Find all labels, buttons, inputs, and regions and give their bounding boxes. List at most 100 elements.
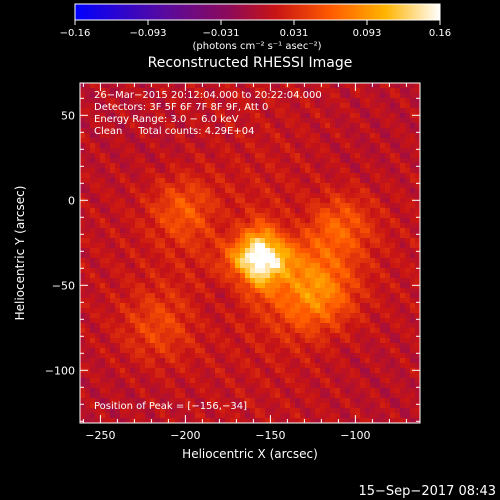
heatmap-cell <box>375 223 381 229</box>
heatmap-cell <box>215 263 221 269</box>
heatmap-cell <box>120 253 126 259</box>
heatmap-cell <box>105 343 111 349</box>
heatmap-cell <box>350 238 356 244</box>
heatmap-cell <box>170 363 176 369</box>
heatmap-cell <box>175 188 181 194</box>
heatmap-cell <box>335 348 341 354</box>
heatmap-cell <box>310 123 316 129</box>
heatmap-cell <box>90 118 96 124</box>
heatmap-cell <box>170 308 176 314</box>
heatmap-cell <box>400 353 406 359</box>
heatmap-cell <box>335 158 341 164</box>
heatmap-cell <box>85 138 91 144</box>
heatmap-cell <box>150 148 156 154</box>
heatmap-cell <box>395 373 401 379</box>
heatmap-cell <box>170 283 176 289</box>
heatmap-cell <box>300 103 306 109</box>
heatmap-cell <box>255 333 261 339</box>
heatmap-cell <box>240 233 246 239</box>
heatmap-cell <box>220 238 226 244</box>
heatmap-cell <box>405 398 411 404</box>
heatmap-cell <box>120 403 126 409</box>
heatmap-cell <box>125 148 131 154</box>
heatmap-cell <box>230 248 236 254</box>
heatmap-cell <box>365 148 371 154</box>
heatmap-cell <box>265 368 271 374</box>
heatmap-cell <box>320 228 326 234</box>
heatmap-cell <box>120 333 126 339</box>
heatmap-cell <box>155 83 161 89</box>
heatmap-cell <box>130 263 136 269</box>
heatmap-cell <box>170 303 176 309</box>
heatmap-cell <box>380 373 386 379</box>
heatmap-cell <box>395 288 401 294</box>
heatmap-cell <box>145 268 151 274</box>
heatmap-cell <box>200 128 206 134</box>
heatmap-cell <box>80 93 86 99</box>
heatmap-cell <box>355 348 361 354</box>
heatmap-cell <box>310 358 316 364</box>
heatmap-cell <box>260 178 266 184</box>
heatmap-cell <box>120 353 126 359</box>
heatmap-cell <box>155 418 161 423</box>
heatmap-cell <box>90 223 96 229</box>
heatmap-cell <box>245 218 251 224</box>
heatmap-cell <box>210 228 216 234</box>
heatmap-cell <box>295 388 301 394</box>
heatmap-cell <box>230 258 236 264</box>
heatmap-cell <box>175 333 181 339</box>
heatmap-cell <box>100 398 106 404</box>
heatmap-cell <box>230 318 236 324</box>
heatmap-cell <box>165 398 171 404</box>
heatmap-cell <box>270 338 276 344</box>
heatmap-cell <box>200 88 206 94</box>
heatmap-cell <box>210 373 216 379</box>
heatmap-cell <box>265 268 271 274</box>
heatmap-cell <box>240 223 246 229</box>
heatmap-cell <box>160 128 166 134</box>
heatmap-cell <box>150 238 156 244</box>
heatmap-cell <box>175 183 181 189</box>
heatmap-cell <box>140 118 146 124</box>
heatmap-cell <box>320 238 326 244</box>
heatmap-cell <box>345 388 351 394</box>
heatmap-cell <box>195 188 201 194</box>
heatmap-cell <box>95 233 101 239</box>
heatmap-cell <box>295 233 301 239</box>
heatmap-cell <box>345 283 351 289</box>
heatmap-cell <box>400 368 406 374</box>
heatmap-cell <box>355 228 361 234</box>
heatmap-cell <box>270 133 276 139</box>
heatmap-cell <box>220 233 226 239</box>
heatmap-cell <box>310 163 316 169</box>
heatmap-cell <box>185 103 191 109</box>
heatmap-cell <box>380 368 386 374</box>
heatmap-cell <box>275 103 281 109</box>
heatmap-cell <box>335 113 341 119</box>
heatmap-cell <box>185 308 191 314</box>
heatmap-cell <box>160 88 166 94</box>
heatmap-cell <box>100 373 106 379</box>
heatmap-cell <box>190 163 196 169</box>
heatmap-cell <box>355 223 361 229</box>
heatmap-cell <box>170 338 176 344</box>
heatmap-cell <box>155 248 161 254</box>
heatmap-cell <box>380 283 386 289</box>
heatmap-cell <box>410 338 416 344</box>
heatmap-cell <box>320 98 326 104</box>
heatmap-cell <box>145 318 151 324</box>
heatmap-cell <box>95 393 101 399</box>
heatmap-cell <box>180 203 186 209</box>
heatmap-cell <box>305 258 311 264</box>
heatmap-cell <box>260 248 266 254</box>
heatmap-cell <box>380 213 386 219</box>
heatmap-cell <box>320 113 326 119</box>
heatmap-cell <box>345 383 351 389</box>
heatmap-cell <box>375 128 381 134</box>
heatmap-cell <box>375 328 381 334</box>
heatmap-cell <box>140 388 146 394</box>
heatmap-cell <box>205 253 211 259</box>
heatmap-cell <box>300 308 306 314</box>
heatmap-cell <box>140 308 146 314</box>
heatmap-cell <box>360 233 366 239</box>
